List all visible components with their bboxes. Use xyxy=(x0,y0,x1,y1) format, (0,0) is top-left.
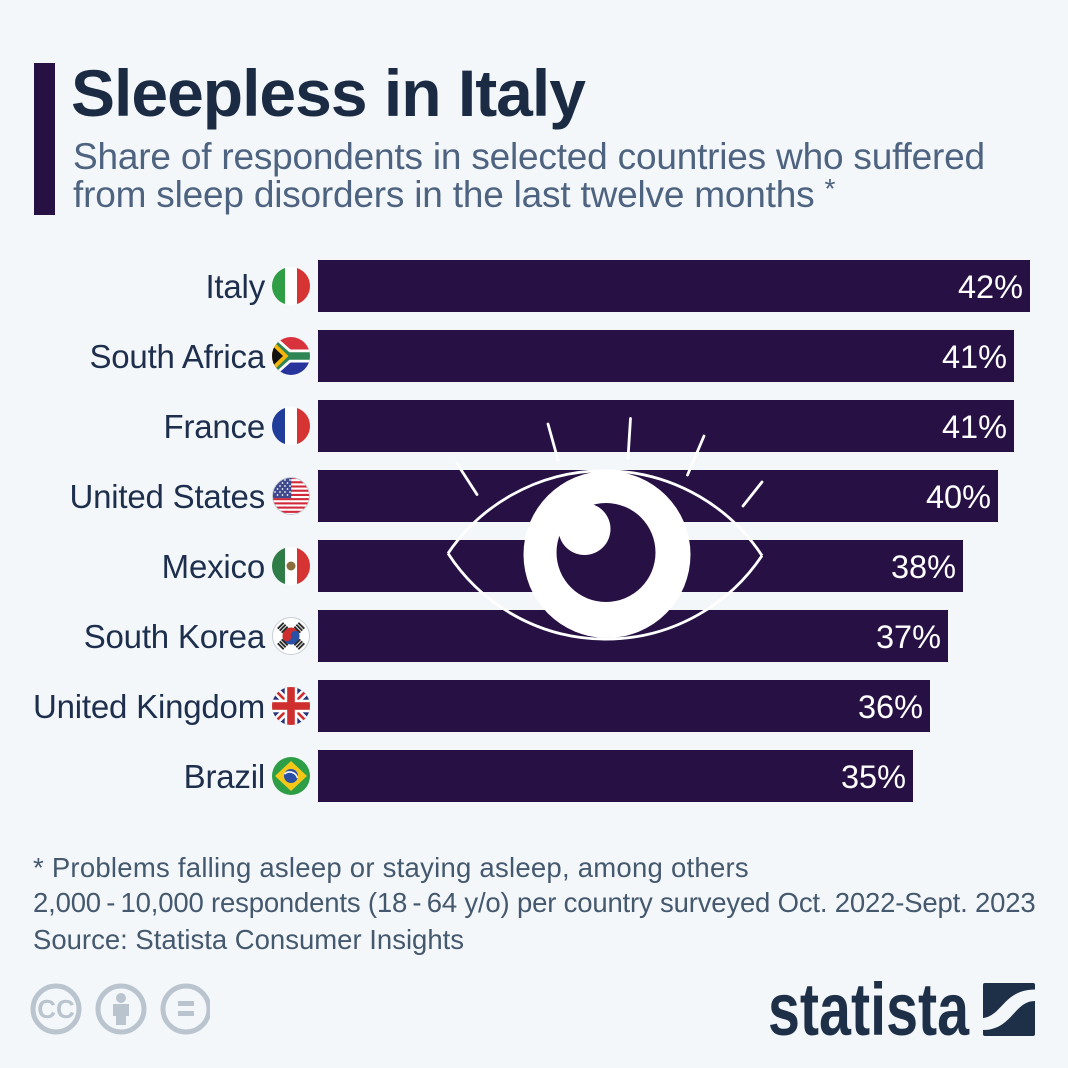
svg-text:CC: CC xyxy=(37,994,75,1024)
